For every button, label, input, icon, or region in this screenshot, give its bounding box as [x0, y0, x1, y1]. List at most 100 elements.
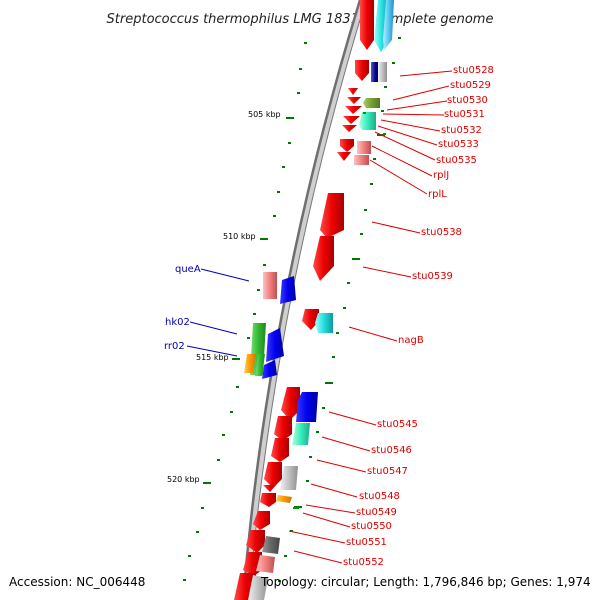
scale-tick	[263, 264, 266, 266]
genome-backbone	[242, 0, 367, 600]
gene-label-stu0528[interactable]: stu0528	[453, 65, 494, 76]
leader-line	[369, 159, 428, 195]
gene-label-stu0532[interactable]: stu0532	[441, 125, 482, 136]
gene-red	[264, 462, 282, 488]
gene-label-stu0530[interactable]: stu0530	[447, 95, 488, 106]
gene-label-stu0550[interactable]: stu0550	[351, 521, 392, 532]
gene-label-stu0549[interactable]: stu0549	[356, 507, 397, 518]
scale-tick	[373, 158, 376, 160]
leader-line	[189, 321, 238, 335]
gene-red	[271, 438, 289, 462]
gene-label-stu0531[interactable]: stu0531	[444, 109, 485, 120]
scale-tick	[347, 282, 350, 284]
gene-red	[355, 60, 369, 81]
scale-label-515: 515 kbp	[196, 353, 229, 362]
gene-label-rplJ[interactable]: rplJ	[433, 170, 449, 181]
gene-label-hk02[interactable]: hk02	[165, 317, 190, 328]
gene-grey	[248, 575, 268, 600]
scale-tick	[253, 313, 256, 315]
scale-tick	[196, 531, 199, 533]
gene-red	[343, 116, 360, 124]
leader-line	[302, 512, 351, 528]
leader-line	[288, 530, 346, 544]
gene-marker	[293, 507, 299, 509]
scale-tick	[217, 459, 220, 461]
gene-teal	[359, 112, 376, 130]
leader-line	[305, 504, 356, 514]
gene-red	[302, 309, 319, 330]
scale-ticks	[183, 37, 401, 582]
gene-red	[342, 125, 357, 132]
gene-red	[348, 88, 358, 95]
gene-label-stu0535[interactable]: stu0535	[436, 155, 477, 166]
leader-line	[310, 483, 358, 498]
gene-red	[274, 416, 292, 441]
scale-tick	[370, 183, 373, 185]
scale-tick	[273, 215, 276, 217]
scale-tick-major	[325, 382, 333, 384]
gene-label-stu0545[interactable]: stu0545	[377, 419, 418, 430]
scale-tick	[282, 166, 285, 168]
gene-label-stu0533[interactable]: stu0533	[438, 139, 479, 150]
accession-text: Accession: NC_006448	[9, 575, 145, 589]
genes-left	[244, 272, 296, 379]
gene-label-stu0548[interactable]: stu0548	[359, 491, 400, 502]
scale-tick-major	[260, 238, 268, 240]
scale-tick	[316, 431, 319, 433]
genome-backbone-shadow	[241, 0, 362, 600]
leader-line	[362, 266, 412, 278]
gene-red	[246, 530, 265, 553]
leader-line	[200, 268, 250, 282]
gene-red	[320, 193, 344, 238]
leader-line	[382, 113, 445, 116]
gene-pink	[256, 555, 275, 573]
gene-label-queA[interactable]: queA	[175, 264, 201, 275]
leader-line	[386, 100, 448, 111]
gene-label-stu0529[interactable]: stu0529	[450, 80, 491, 91]
scale-tick-major	[203, 482, 211, 484]
scale-tick	[392, 62, 395, 64]
scale-tick	[230, 411, 233, 413]
scale-tick	[278, 580, 281, 582]
gene-dgrey	[262, 536, 280, 554]
scale-tick-major	[232, 358, 240, 360]
scale-tick	[247, 337, 250, 339]
scale-tick	[304, 42, 307, 44]
leader-line	[374, 131, 436, 161]
left-labels: queA hk02 rr02	[164, 264, 201, 352]
gene-red	[263, 485, 276, 492]
gene-orange	[276, 495, 292, 503]
scale-label-505: 505 kbp	[248, 110, 281, 119]
gene-teal	[292, 423, 310, 445]
leader-line	[371, 221, 421, 234]
scale-tick	[290, 530, 293, 532]
scale-tick	[277, 191, 280, 193]
gene-pink	[263, 272, 277, 299]
gene-label-stu0539[interactable]: stu0539	[412, 271, 453, 282]
gene-label-stu0546[interactable]: stu0546	[371, 445, 412, 456]
gene-label-stu0552[interactable]: stu0552	[343, 557, 384, 568]
gene-label-nagB[interactable]: nagB	[398, 335, 424, 346]
scale-tick	[336, 332, 339, 334]
gene-red	[347, 97, 361, 104]
gene-green	[255, 354, 265, 376]
scale-tick	[332, 356, 335, 358]
gene-label-stu0551[interactable]: stu0551	[346, 537, 387, 548]
scale-tick	[381, 110, 384, 112]
scale-tick	[306, 480, 309, 482]
leader-line	[316, 459, 367, 473]
gene-grey	[378, 62, 387, 82]
gene-label-stu0538[interactable]: stu0538	[421, 227, 462, 238]
scale-tick	[299, 68, 302, 70]
gene-label-stu0547[interactable]: stu0547	[367, 466, 408, 477]
gene-label-rr02[interactable]: rr02	[164, 341, 185, 352]
gene-red	[337, 152, 351, 161]
genome-title: Streptococcus thermophilus LMG 18311, co…	[107, 12, 494, 27]
scale-tick	[201, 507, 204, 509]
gene-label-rplL[interactable]: rplL	[428, 189, 447, 200]
gene-blue	[262, 360, 277, 379]
topology-text: Topology: circular; Length: 1,796,846 bp…	[260, 575, 591, 589]
scale-tick	[236, 386, 239, 388]
